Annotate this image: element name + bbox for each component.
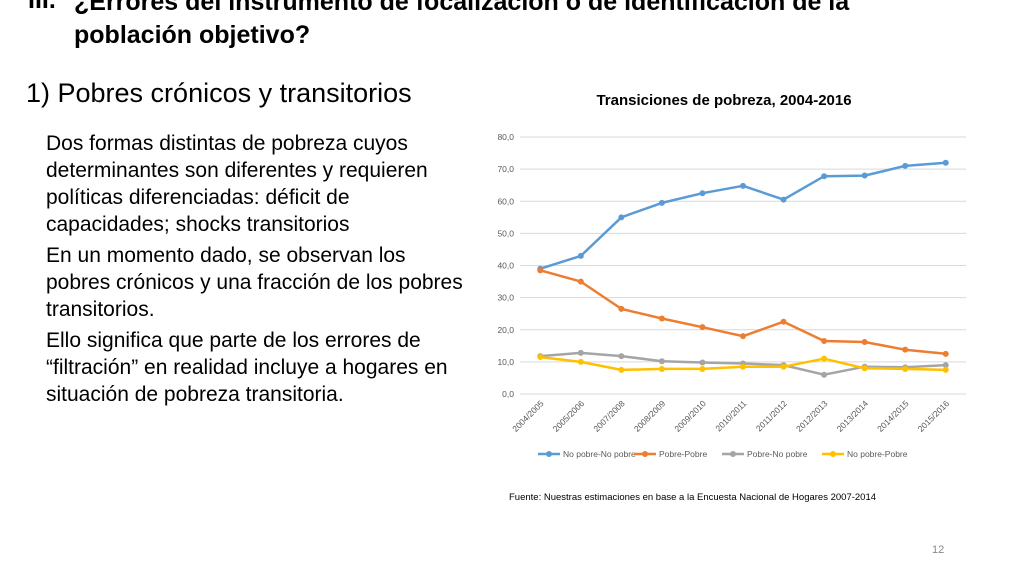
data-point (861, 172, 868, 179)
data-point (577, 278, 584, 285)
bullet-item: En un momento dado, se observan los pobr… (46, 244, 463, 321)
x-tick-label: 2010/2011 (713, 398, 748, 433)
y-tick-label: 20,0 (497, 325, 514, 335)
data-point (577, 252, 584, 259)
x-tick-label: 2008/2009 (632, 398, 668, 434)
x-tick-label: 2005/2006 (551, 398, 587, 434)
data-point (821, 173, 828, 180)
source-note: Fuente: Nuestras estimaciones en base a … (509, 492, 877, 503)
y-tick-label: 40,0 (497, 261, 514, 271)
legend-marker (546, 451, 552, 457)
legend-label: No pobre-No pobre (563, 449, 636, 459)
data-point (780, 196, 787, 203)
bullet-item: Dos formas distintas de pobreza cuyos de… (46, 132, 428, 236)
data-point (658, 358, 665, 365)
line-chart: 0,0 10,0 20,0 30,0 40,0 50,0 60,0 70,0 80,0 2004/… (497, 132, 966, 459)
data-point (658, 365, 665, 372)
section-subtitle: 1) Pobres crónicos y transitorios (26, 78, 412, 108)
data-point (902, 162, 909, 169)
data-point (577, 349, 584, 356)
data-point (861, 365, 868, 372)
data-point (740, 363, 746, 370)
y-tick-label: 80,0 (497, 132, 514, 142)
data-point (780, 363, 787, 370)
data-point (699, 190, 706, 197)
data-point (618, 214, 625, 221)
x-tick-label: 2013/2014 (835, 398, 871, 434)
y-tick-label: 30,0 (497, 293, 514, 303)
data-point (902, 346, 909, 353)
data-point (618, 305, 625, 312)
data-point (618, 353, 625, 360)
y-tick-label: 0,0 (502, 389, 514, 399)
x-tick-label: 2009/2010 (672, 398, 708, 434)
data-point (942, 159, 949, 166)
y-tick-label: 50,0 (497, 228, 514, 238)
x-tick-label: 2004/2005 (510, 398, 546, 434)
data-point (699, 365, 706, 372)
chart-title: Transiciones de pobreza, 2004-2016 (596, 92, 852, 109)
data-point (942, 362, 949, 369)
slide-title: ¿Errores del instrumento de focalización… (74, 0, 850, 49)
x-tick-label: 2012/2013 (794, 398, 830, 434)
data-point (942, 350, 949, 357)
x-tick-label: 2011/2012 (754, 398, 789, 433)
y-tick-label: 60,0 (497, 196, 514, 206)
data-point (821, 337, 828, 344)
legend-label: Pobre-No pobre (747, 449, 808, 459)
data-point (537, 354, 544, 361)
legend-marker (830, 451, 836, 457)
data-point (861, 338, 868, 345)
legend-label: Pobre-Pobre (659, 449, 707, 459)
legend-marker (730, 451, 736, 457)
y-tick-label: 10,0 (497, 357, 514, 367)
y-tick-label: 70,0 (497, 164, 514, 174)
header-number: III. (28, 0, 56, 14)
series-line (539, 161, 946, 270)
data-point (577, 358, 584, 365)
data-point (537, 267, 544, 274)
legend-label: No pobre-Pobre (847, 449, 908, 459)
x-tick-label: 2007/2008 (591, 398, 627, 434)
data-point (699, 324, 706, 331)
data-point (658, 199, 665, 206)
data-point (821, 355, 828, 362)
data-point (780, 318, 787, 325)
data-point (821, 371, 828, 378)
bullet-item: Ello significa que parte de los errores … (46, 329, 448, 406)
x-tick-label: 2014/2015 (875, 398, 911, 434)
data-point (699, 359, 706, 366)
data-point (740, 182, 746, 189)
data-point (618, 366, 625, 373)
bullet-list: Dos formas distintas de pobreza cuyos de… (46, 130, 466, 412)
page-number: 12 (932, 544, 945, 556)
data-point (902, 365, 909, 372)
data-point (658, 315, 665, 322)
legend-marker (642, 451, 648, 457)
x-tick-label: 2015/2016 (916, 398, 952, 434)
data-point (942, 366, 949, 373)
data-point (740, 333, 746, 340)
series-line (539, 269, 946, 356)
